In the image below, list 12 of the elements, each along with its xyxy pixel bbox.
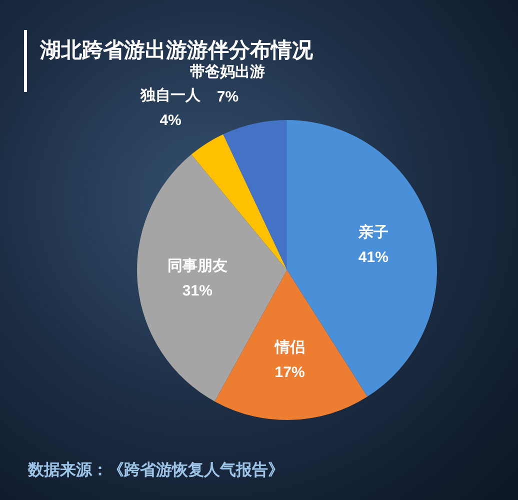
data-label: 31% xyxy=(182,282,212,300)
slice-label: 独自一人 xyxy=(140,87,202,104)
chart-title: 湖北跨省游出游游伴分布情况 xyxy=(40,38,313,64)
slice-label: 亲子 xyxy=(357,223,388,242)
data-label: 41% xyxy=(358,249,388,266)
slice-label: 情侣 xyxy=(274,339,305,356)
source-note: 数据来源：《跨省游恢复人气报告》 xyxy=(28,460,284,481)
data-label: 4% xyxy=(160,112,182,130)
slice-label: 带爸妈出游 xyxy=(190,63,266,80)
data-label: 7% xyxy=(216,88,239,106)
slice-label: 同事朋友 xyxy=(167,258,228,275)
data-label: 17% xyxy=(274,364,305,382)
